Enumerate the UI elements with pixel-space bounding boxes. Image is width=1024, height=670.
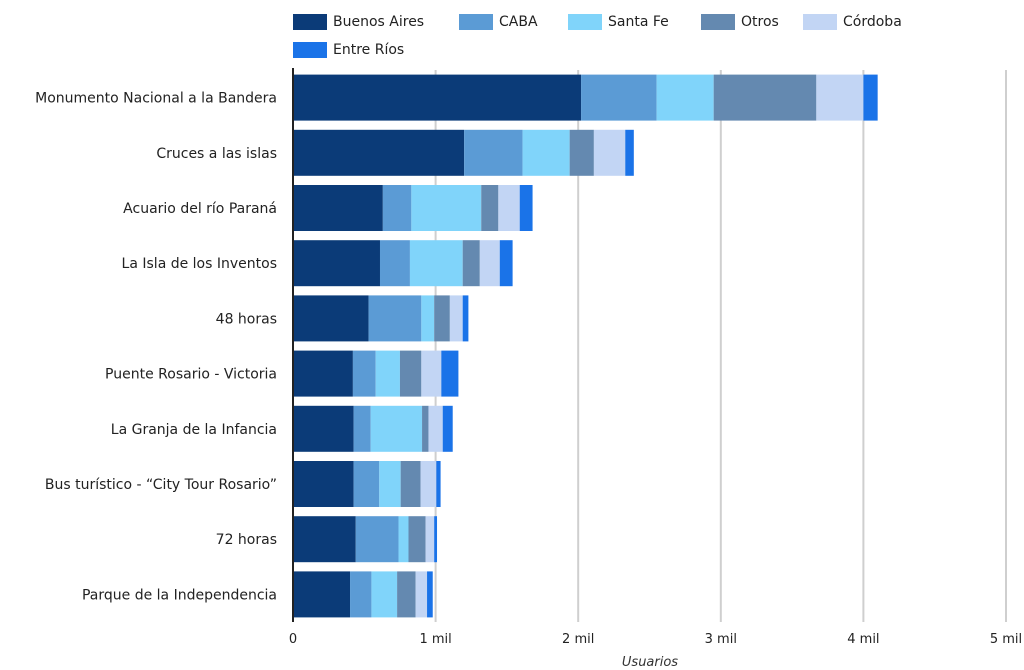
category-label-acuario-del-rio-parana: Acuario del río Paraná	[123, 201, 277, 217]
category-label-48-horas: 48 horas	[216, 311, 277, 327]
x-tick-labels: 0 1 mil 2 mil 3 mil 4 mil 5 mil	[289, 632, 1022, 647]
category-label-monumento-nacional-a-la-bandera: Monumento Nacional a la Bandera	[35, 91, 277, 107]
bars	[293, 75, 878, 618]
bar-48-horas-entre-rios	[463, 295, 469, 341]
bar-parque-de-la-independencia-buenos-aires	[293, 571, 350, 617]
bar-la-isla-de-los-inventos-caba	[380, 240, 410, 286]
x-tick-label-0: 0	[289, 632, 297, 647]
bar-monumento-nacional-a-la-bandera-cordoba	[816, 75, 863, 121]
bar-72-horas-santa-fe	[399, 516, 409, 562]
category-labels: Monumento Nacional a la Bandera Cruces a …	[35, 91, 277, 604]
bar-puente-rosario-victoria-entre-rios	[441, 351, 458, 397]
bar-cruces-a-las-islas-santa-fe	[523, 130, 570, 176]
bar-parque-de-la-independencia-caba	[350, 571, 371, 617]
bar-48-horas-buenos-aires	[293, 295, 369, 341]
bar-la-granja-de-la-infancia-cordoba	[428, 406, 442, 452]
bar-puente-rosario-victoria-cordoba	[421, 351, 441, 397]
category-label-72-horas: 72 horas	[216, 532, 277, 548]
x-tick-label-3: 3 mil	[705, 632, 737, 647]
bar-bus-turistico-city-tour-rosario-cordoba	[421, 461, 437, 507]
bar-la-granja-de-la-infancia-entre-rios	[443, 406, 453, 452]
bar-72-horas-cordoba	[426, 516, 435, 562]
bar-48-horas-cordoba	[450, 295, 463, 341]
bar-72-horas-entre-rios	[434, 516, 437, 562]
bar-monumento-nacional-a-la-bandera-otros	[714, 75, 817, 121]
bar-48-horas-santa-fe	[421, 295, 434, 341]
bar-acuario-del-rio-parana-cordoba	[498, 185, 519, 231]
bar-bus-turistico-city-tour-rosario-otros	[401, 461, 421, 507]
bar-monumento-nacional-a-la-bandera-entre-rios	[863, 75, 877, 121]
bar-acuario-del-rio-parana-santa-fe	[411, 185, 481, 231]
bar-72-horas-otros	[409, 516, 426, 562]
bar-bus-turistico-city-tour-rosario-caba	[354, 461, 380, 507]
bar-puente-rosario-victoria-otros	[400, 351, 421, 397]
bar-la-granja-de-la-infancia-caba	[354, 406, 371, 452]
bar-la-isla-de-los-inventos-buenos-aires	[293, 240, 380, 286]
bar-puente-rosario-victoria-caba	[353, 351, 376, 397]
bar-la-isla-de-los-inventos-santa-fe	[410, 240, 463, 286]
bar-cruces-a-las-islas-cordoba	[594, 130, 625, 176]
bar-cruces-a-las-islas-entre-rios	[625, 130, 634, 176]
bar-parque-de-la-independencia-santa-fe	[371, 571, 397, 617]
category-label-cruces-a-las-islas: Cruces a las islas	[156, 146, 277, 162]
bar-72-horas-buenos-aires	[293, 516, 356, 562]
bar-parque-de-la-independencia-otros	[397, 571, 416, 617]
bar-acuario-del-rio-parana-otros	[481, 185, 498, 231]
bar-la-granja-de-la-infancia-buenos-aires	[293, 406, 354, 452]
bar-la-granja-de-la-infancia-santa-fe	[371, 406, 422, 452]
bar-cruces-a-las-islas-caba	[464, 130, 522, 176]
bar-parque-de-la-independencia-cordoba	[416, 571, 427, 617]
bar-48-horas-caba	[369, 295, 422, 341]
bar-la-isla-de-los-inventos-entre-rios	[500, 240, 513, 286]
bar-puente-rosario-victoria-buenos-aires	[293, 351, 353, 397]
bar-la-isla-de-los-inventos-cordoba	[480, 240, 500, 286]
bar-acuario-del-rio-parana-caba	[383, 185, 412, 231]
category-label-parque-de-la-independencia: Parque de la Independencia	[82, 587, 277, 603]
bar-monumento-nacional-a-la-bandera-buenos-aires	[293, 75, 581, 121]
x-axis-label: Usuarios	[622, 655, 678, 670]
bar-cruces-a-las-islas-otros	[570, 130, 594, 176]
bar-monumento-nacional-a-la-bandera-caba	[581, 75, 657, 121]
bar-parque-de-la-independencia-entre-rios	[427, 571, 433, 617]
category-label-la-granja-de-la-infancia: La Granja de la Infancia	[111, 422, 277, 438]
x-tick-label-5: 5 mil	[990, 632, 1022, 647]
bar-la-granja-de-la-infancia-otros	[422, 406, 428, 452]
bar-cruces-a-las-islas-buenos-aires	[293, 130, 464, 176]
x-tick-label-4: 4 mil	[847, 632, 879, 647]
category-label-puente-rosario-victoria: Puente Rosario - Victoria	[105, 367, 277, 383]
category-label-bus-turistico-city-tour-rosario: Bus turístico - “City Tour Rosario”	[45, 477, 277, 493]
bar-puente-rosario-victoria-santa-fe	[376, 351, 400, 397]
bar-bus-turistico-city-tour-rosario-buenos-aires	[293, 461, 354, 507]
bar-bus-turistico-city-tour-rosario-entre-rios	[436, 461, 440, 507]
x-tick-label-2: 2 mil	[562, 632, 594, 647]
bar-72-horas-caba	[356, 516, 399, 562]
bar-bus-turistico-city-tour-rosario-santa-fe	[379, 461, 400, 507]
bar-la-isla-de-los-inventos-otros	[463, 240, 480, 286]
bar-acuario-del-rio-parana-buenos-aires	[293, 185, 383, 231]
category-label-la-isla-de-los-inventos: La Isla de los Inventos	[122, 256, 277, 272]
bar-48-horas-otros	[434, 295, 450, 341]
x-tick-label-1: 1 mil	[419, 632, 451, 647]
bar-monumento-nacional-a-la-bandera-santa-fe	[657, 75, 714, 121]
bar-acuario-del-rio-parana-entre-rios	[520, 185, 533, 231]
